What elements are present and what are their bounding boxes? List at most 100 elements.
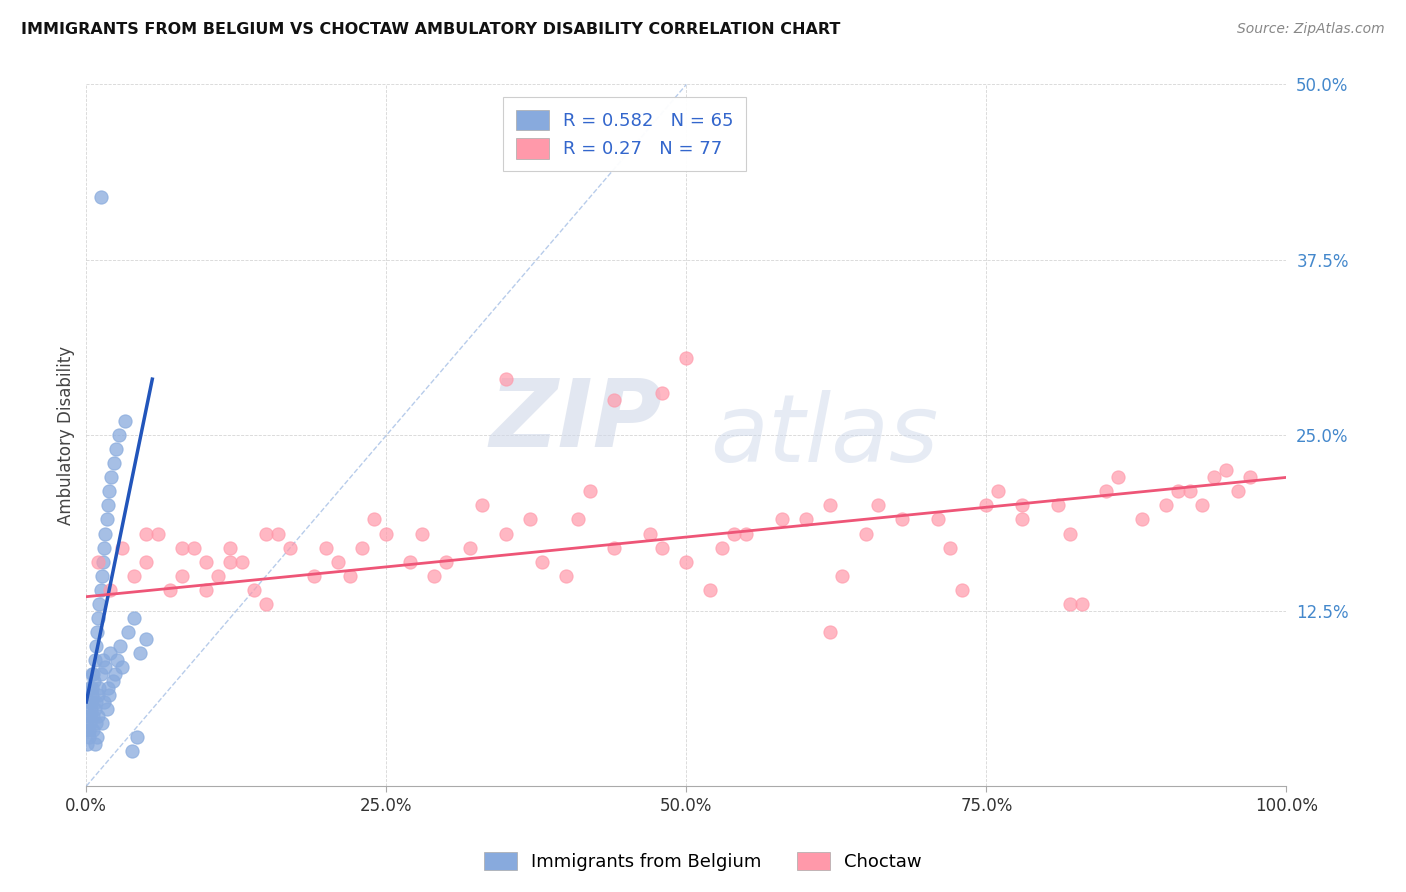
Point <box>820 624 842 639</box>
Point <box>104 666 127 681</box>
Point <box>86 730 108 744</box>
Point <box>83 653 105 667</box>
Point <box>117 624 139 639</box>
Point <box>640 526 662 541</box>
Point <box>87 611 110 625</box>
Point <box>1011 499 1033 513</box>
Point <box>125 730 148 744</box>
Point <box>93 541 115 555</box>
Point <box>207 568 229 582</box>
Point <box>82 681 104 695</box>
Point <box>98 582 121 597</box>
Point <box>89 681 111 695</box>
Point <box>101 673 124 688</box>
Point <box>90 666 112 681</box>
Point <box>80 695 103 709</box>
Point <box>434 555 457 569</box>
Point <box>1156 499 1178 513</box>
Point <box>86 695 108 709</box>
Y-axis label: Ambulatory Disability: Ambulatory Disability <box>58 346 75 524</box>
Point <box>108 639 131 653</box>
Point <box>1011 512 1033 526</box>
Point <box>831 568 853 582</box>
Point <box>531 555 554 569</box>
Point <box>219 541 242 555</box>
Point <box>219 555 242 569</box>
Point <box>83 673 105 688</box>
Point <box>952 582 974 597</box>
Point <box>124 568 146 582</box>
Point <box>278 541 301 555</box>
Point <box>77 709 100 723</box>
Point <box>495 372 517 386</box>
Point <box>195 582 218 597</box>
Point <box>267 526 290 541</box>
Point <box>98 688 121 702</box>
Point <box>363 512 385 526</box>
Point <box>90 582 112 597</box>
Point <box>159 582 181 597</box>
Point <box>135 555 157 569</box>
Point <box>1059 597 1081 611</box>
Point <box>423 568 446 582</box>
Point <box>1191 499 1213 513</box>
Point <box>304 568 326 582</box>
Point <box>796 512 818 526</box>
Point <box>675 351 697 365</box>
Text: atlas: atlas <box>710 390 939 481</box>
Point <box>519 512 541 526</box>
Point <box>90 568 112 582</box>
Point <box>103 456 125 470</box>
Point <box>91 555 114 569</box>
Point <box>1204 470 1226 484</box>
Point <box>84 702 107 716</box>
Point <box>579 484 602 499</box>
Point <box>1180 484 1202 499</box>
Legend: Immigrants from Belgium, Choctaw: Immigrants from Belgium, Choctaw <box>477 845 929 879</box>
Point <box>135 526 157 541</box>
Point <box>891 512 914 526</box>
Point <box>1239 470 1261 484</box>
Point <box>94 660 117 674</box>
Point <box>148 526 170 541</box>
Point <box>976 499 998 513</box>
Point <box>603 541 626 555</box>
Point <box>79 681 101 695</box>
Point <box>124 611 146 625</box>
Point <box>399 555 422 569</box>
Point <box>114 414 136 428</box>
Point <box>111 660 134 674</box>
Point <box>855 526 877 541</box>
Point <box>183 541 205 555</box>
Point <box>471 499 494 513</box>
Point <box>96 702 118 716</box>
Point <box>195 555 218 569</box>
Point <box>172 541 194 555</box>
Point <box>1107 470 1129 484</box>
Point <box>1047 499 1070 513</box>
Point <box>339 568 361 582</box>
Point <box>375 526 398 541</box>
Point <box>84 639 107 653</box>
Point <box>172 568 194 582</box>
Point <box>868 499 890 513</box>
Point <box>699 582 721 597</box>
Point <box>254 597 277 611</box>
Point <box>79 709 101 723</box>
Point <box>555 568 578 582</box>
Text: ZIP: ZIP <box>489 376 662 467</box>
Point <box>98 484 121 499</box>
Point <box>820 499 842 513</box>
Point <box>1215 463 1237 477</box>
Point <box>82 688 104 702</box>
Point <box>135 632 157 646</box>
Point <box>651 541 673 555</box>
Point <box>927 512 949 526</box>
Point <box>100 470 122 484</box>
Point <box>87 555 110 569</box>
Point <box>91 653 114 667</box>
Point <box>86 624 108 639</box>
Point <box>1095 484 1118 499</box>
Point <box>105 442 128 457</box>
Point <box>352 541 374 555</box>
